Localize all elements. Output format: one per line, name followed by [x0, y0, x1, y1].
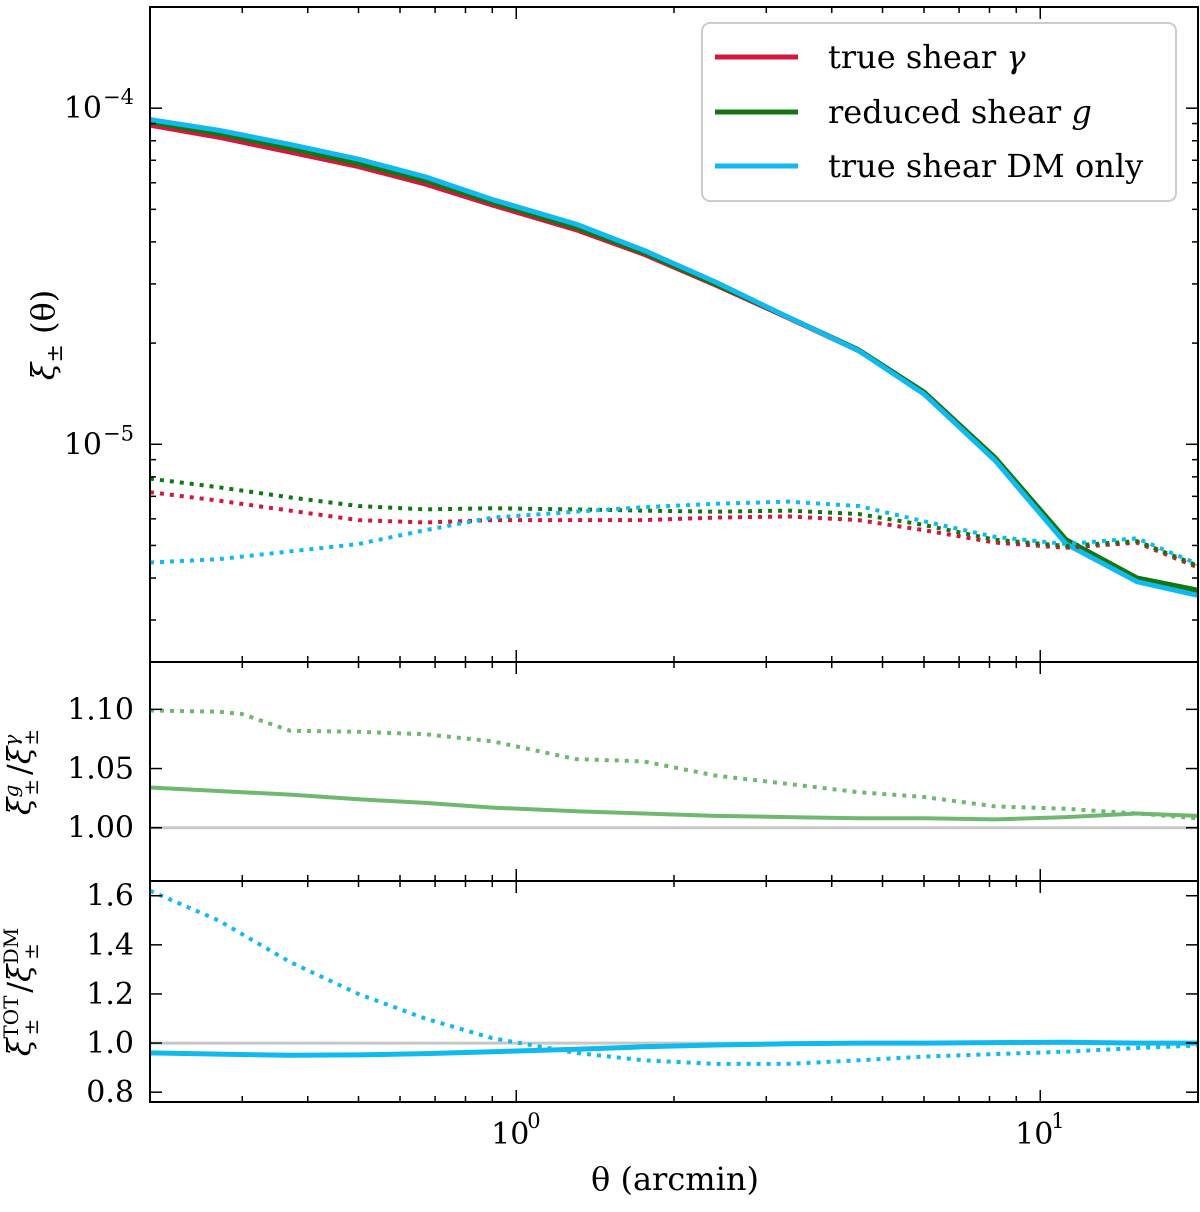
middle-series-ratio-xi-plus: [149, 785, 1199, 822]
top-series-xi-minus-dm-only: [149, 499, 1199, 566]
bottom-y-tick-label: 1.4: [86, 928, 134, 963]
bottom-y-axis-title: ξTOT±/ξDM±: [0, 928, 43, 1056]
bottom-y-tick-label: 1.6: [86, 879, 134, 914]
bottom-axes-frame: [149, 880, 1199, 1103]
legend-box: [701, 22, 1177, 202]
bottom-series-ratio-xi-minus: [149, 888, 1199, 1066]
x-tick-label-exponent: 0: [527, 1109, 540, 1133]
top-series-xi-minus-true-shear: [149, 490, 1199, 570]
top-series-group: [149, 117, 1199, 598]
middle-ticks-group: 1.00 1.05 1.10: [67, 662, 1199, 881]
bottom-y-tick-label: 1.2: [86, 977, 134, 1012]
legend-label-reduced-shear: reduced shear g: [828, 93, 1092, 131]
legend-label-true-shear: true shear γ: [828, 38, 1026, 76]
x-tick-label: 10: [1015, 1117, 1053, 1152]
x-tick-label-exponent: 1: [1051, 1109, 1064, 1133]
middle-y-tick-label: 1.10: [67, 692, 134, 727]
panel-top: 10−410−5 ξ± (θ) true shear γ reduced she…: [24, 6, 1199, 663]
top-y-axis-title: ξ± (θ): [24, 290, 68, 380]
legend-label-dm-only: true shear DM only: [828, 147, 1143, 185]
top-y-tick-label-exponent: −4: [103, 85, 134, 109]
top-ticks-group: 10−410−5: [64, 6, 1199, 662]
middle-y-tick-label: 1.00: [67, 811, 134, 846]
top-y-tick-label: 10: [64, 91, 102, 126]
top-y-tick-label: 10: [64, 427, 102, 462]
top-series-xi-plus-dm-only: [149, 117, 1199, 598]
x-tick-label: 10: [491, 1117, 529, 1152]
bottom-series-group: [149, 888, 1199, 1066]
top-series-xi-minus-reduced-shear: [149, 476, 1199, 568]
panel-middle: 1.00 1.05 1.10 ξg±/ξγ±: [0, 661, 1199, 882]
legend: true shear γ reduced shear g true shear …: [701, 22, 1177, 202]
middle-y-axis-title: ξg±/ξγ±: [0, 729, 43, 815]
middle-series-group: [149, 708, 1199, 830]
bottom-series-ratio-xi-plus: [149, 1039, 1198, 1058]
top-y-tick-label-exponent: −5: [103, 421, 134, 445]
bottom-y-tick-label: 0.8: [86, 1075, 134, 1110]
bottom-y-tick-label: 1.0: [86, 1026, 134, 1061]
x-axis-title: θ (arcmin): [591, 1160, 759, 1198]
middle-y-tick-label: 1.05: [67, 752, 134, 787]
